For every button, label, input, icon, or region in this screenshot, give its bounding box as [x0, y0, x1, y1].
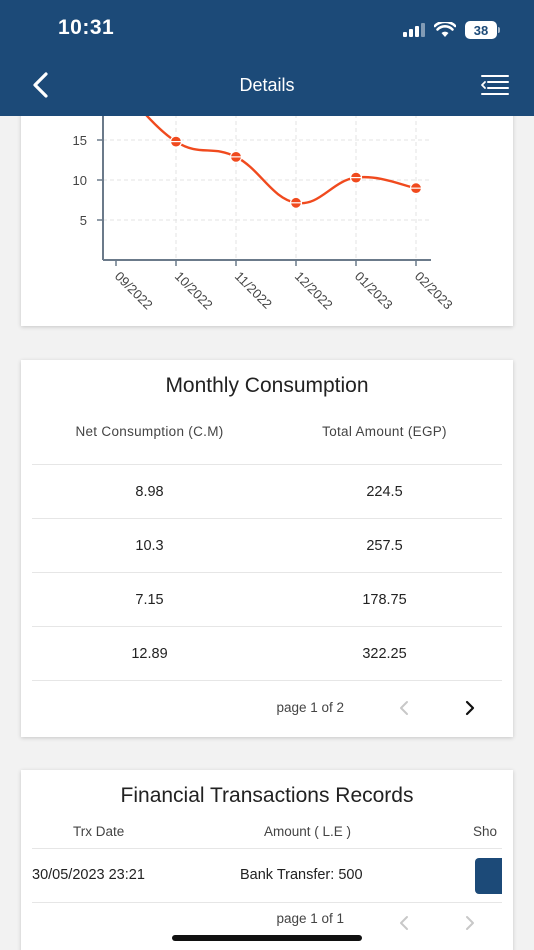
consumption-line-chart: 5 10 15 09/2022 10/2022 11/2022 12/2022 01/202…: [73, 100, 456, 313]
menu-button[interactable]: [478, 68, 512, 102]
battery-level: 38: [465, 21, 497, 39]
show-details-button[interactable]: [475, 858, 502, 894]
status-time: 10:31: [58, 16, 115, 39]
net-consumption-cell: 12.89: [131, 645, 168, 662]
table-row: 12.89 322.25: [32, 626, 502, 680]
header-amount: Amount ( L.E ): [264, 824, 352, 839]
table-row: 8.98 224.5: [32, 464, 502, 518]
page-title: Details: [239, 75, 295, 95]
previous-page-button[interactable]: [392, 696, 416, 720]
table-row: 30/05/2023 23:21 Bank Transfer: 500: [32, 848, 502, 902]
header-trx-date: Trx Date: [73, 824, 125, 839]
menu-lines-icon: [481, 75, 509, 95]
total-amount-cell: 224.5: [366, 483, 403, 500]
next-page-button[interactable]: [458, 696, 482, 720]
battery-icon: 38: [465, 21, 500, 39]
net-consumption-cell: 8.98: [135, 483, 164, 500]
net-consumption-cell: 7.15: [135, 591, 164, 608]
app-header: 10:31 38 Details: [0, 0, 534, 116]
table-row: 10.3 257.5: [32, 518, 502, 572]
header-net-consumption: Net Consumption (C.M): [75, 424, 224, 439]
consumption-chart-card: 5 10 15 09/2022 10/2022 11/2022 12/2022 01/202…: [21, 100, 513, 326]
wifi-icon: [434, 22, 456, 37]
transactions-pager: page 1 of 1: [32, 902, 502, 932]
x-tick-label: 02/2023: [412, 269, 456, 313]
trx-date-cell: 30/05/2023 23:21: [32, 867, 145, 883]
total-amount-cell: 257.5: [366, 537, 403, 554]
x-tick-label: 10/2022: [172, 269, 216, 313]
x-tick-label: 09/2022: [112, 269, 156, 313]
x-tick-label: 01/2023: [352, 269, 396, 313]
header-total-amount: Total Amount (EGP): [322, 424, 447, 439]
total-amount-cell: 178.75: [362, 591, 407, 608]
monthly-consumption-card: Monthly Consumption Net Consumption (C.M…: [21, 360, 513, 737]
next-page-button[interactable]: [458, 911, 482, 935]
consumption-table-header: Net Consumption (C.M) Total Amount (EGP): [32, 424, 502, 464]
page-indicator: page 1 of 1: [276, 911, 344, 926]
back-button[interactable]: [24, 68, 58, 102]
y-tick-label: 10: [73, 173, 87, 188]
home-indicator: [172, 935, 362, 941]
financial-transactions-title: Financial Transactions Records: [120, 784, 414, 807]
y-tick-label: 5: [80, 213, 87, 228]
y-tick-label: 15: [73, 133, 87, 148]
table-row: 7.15 178.75: [32, 572, 502, 626]
trx-amount-cell: Bank Transfer: 500: [240, 867, 363, 883]
total-amount-cell: 322.25: [362, 645, 407, 662]
monthly-consumption-title: Monthly Consumption: [165, 374, 369, 397]
chevron-left-icon: [400, 700, 408, 715]
header-show: Sho: [473, 824, 498, 839]
financial-transactions-card: Financial Transactions Records Trx Date …: [21, 770, 513, 950]
chevron-left-icon: [400, 916, 408, 930]
cellular-signal-icon: [403, 23, 425, 37]
chevron-right-icon: [466, 916, 474, 930]
page-indicator: page 1 of 2: [276, 700, 344, 715]
previous-page-button[interactable]: [392, 911, 416, 935]
x-tick-label: 12/2022: [292, 269, 336, 313]
chevron-left-icon: [33, 72, 48, 98]
chevron-right-icon: [465, 700, 475, 715]
net-consumption-cell: 10.3: [135, 537, 164, 554]
transactions-table-header: Trx Date Amount ( L.E ) Sho: [32, 818, 502, 848]
consumption-pager: page 1 of 2: [32, 680, 502, 734]
x-tick-label: 11/2022: [232, 269, 275, 312]
status-icons: 38: [403, 19, 500, 41]
